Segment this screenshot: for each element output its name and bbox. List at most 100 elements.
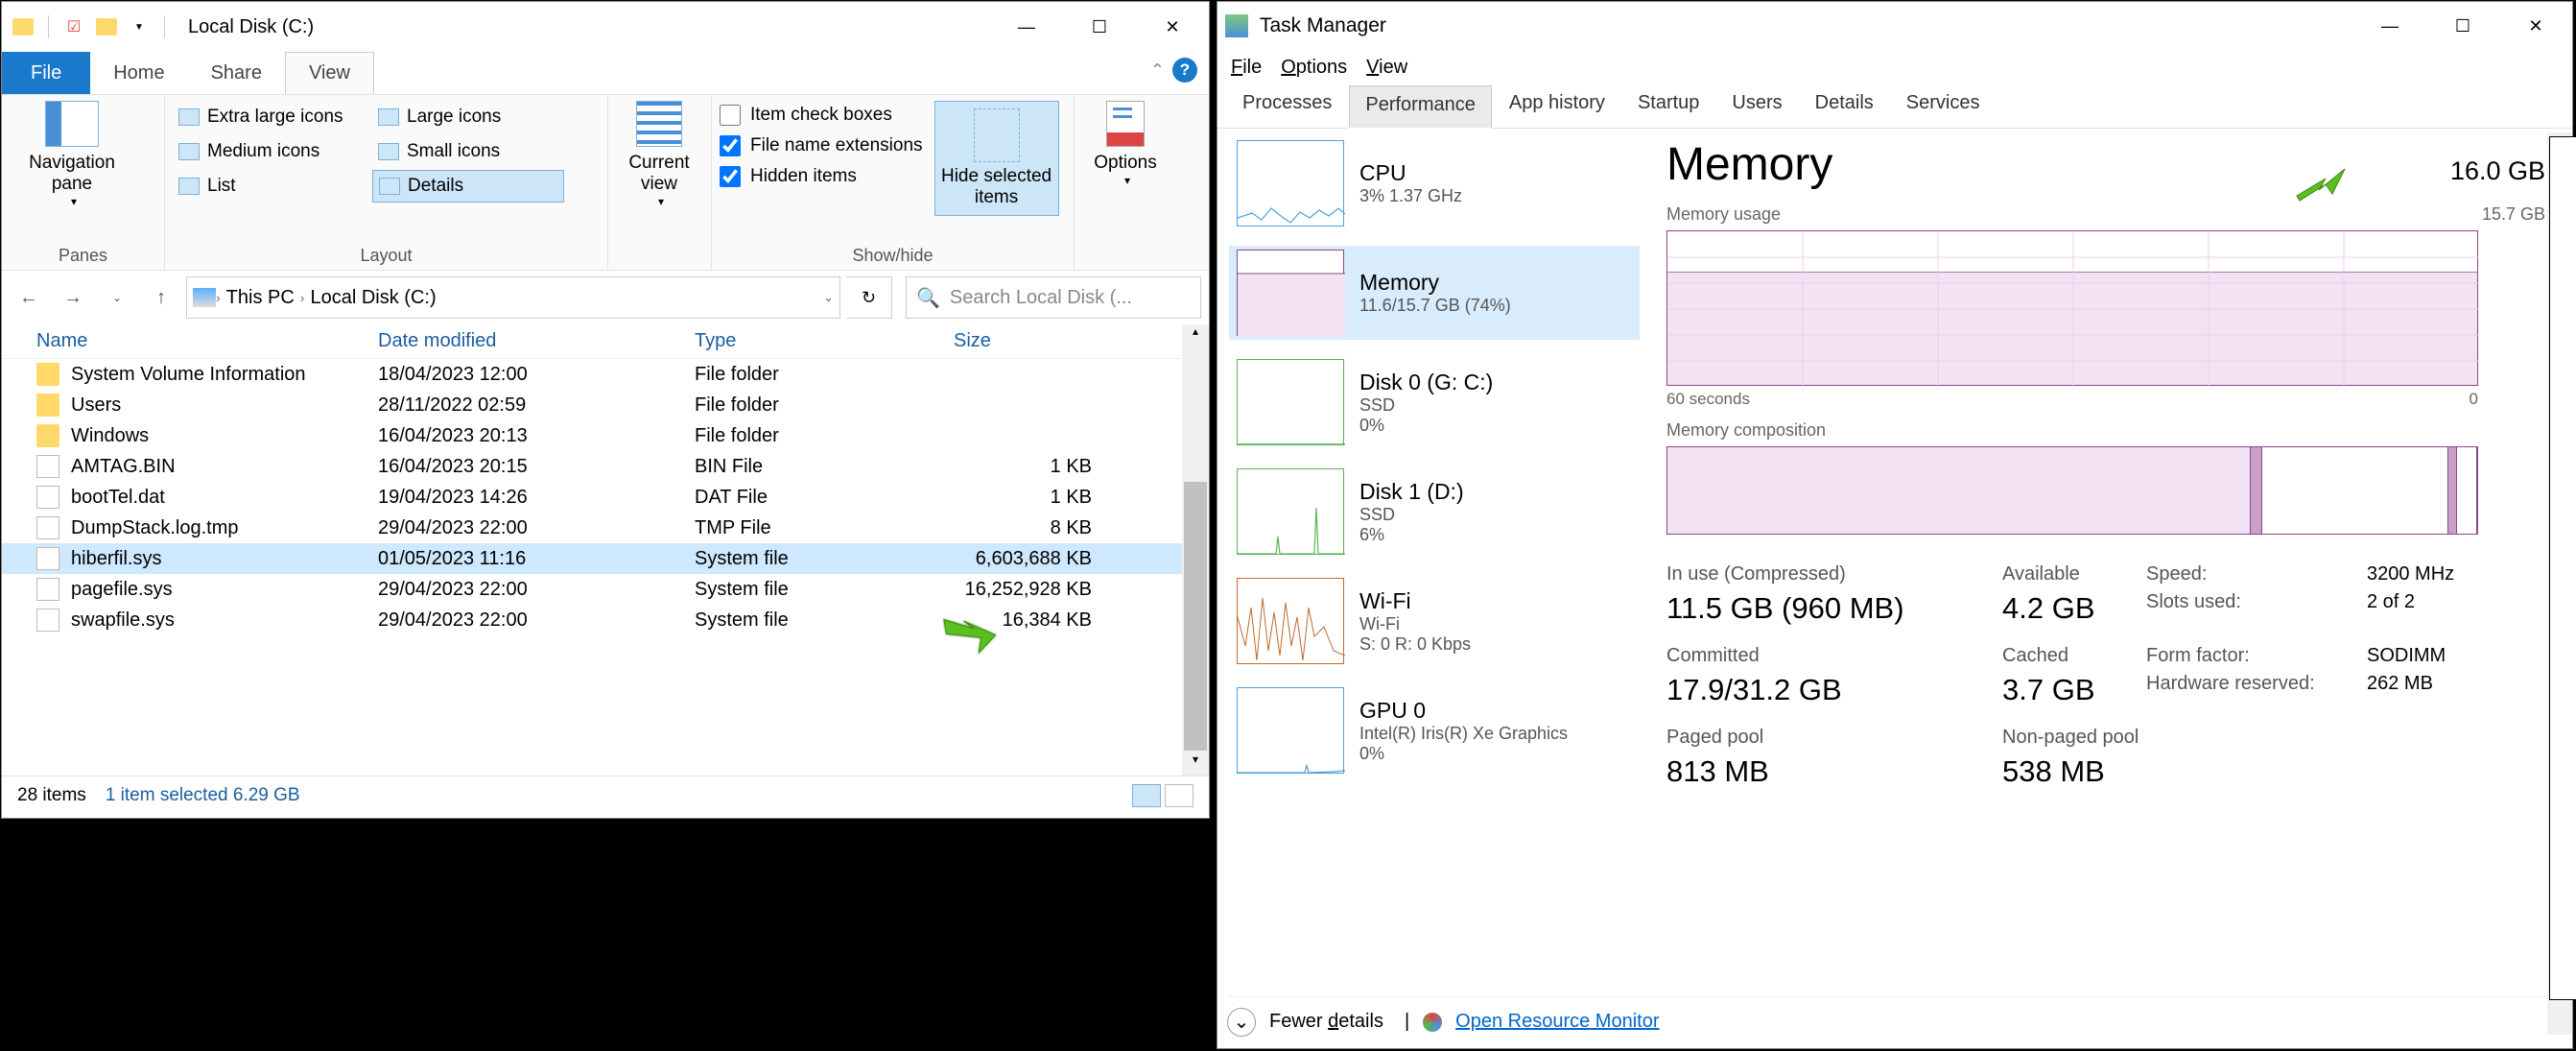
folder-icon [36, 363, 59, 386]
sidebar-card-wifi[interactable]: Wi-FiWi-FiS: 0 R: 0 Kbps [1229, 574, 1640, 668]
separator [164, 15, 165, 38]
search-input[interactable]: 🔍 Search Local Disk (... [906, 276, 1201, 319]
col-date[interactable]: Date modified [378, 330, 695, 352]
file-row[interactable]: DumpStack.log.tmp29/04/2023 22:00TMP Fil… [2, 513, 1209, 543]
tab-home[interactable]: Home [90, 52, 187, 94]
options-icon [1106, 101, 1145, 147]
file-row[interactable]: pagefile.sys29/04/2023 22:00System file1… [2, 574, 1209, 605]
tab-users[interactable]: Users [1716, 84, 1797, 128]
file-name: AMTAG.BIN [71, 456, 378, 478]
check-item-boxes[interactable]: Item check boxes [720, 105, 923, 126]
scroll-thumb[interactable] [1184, 482, 1207, 751]
layout-label: Medium icons [207, 141, 319, 162]
file-date: 29/04/2023 22:00 [378, 517, 695, 539]
breadcrumb[interactable]: Local Disk (C:) [304, 287, 441, 309]
fewer-details-button[interactable]: Fewer details [1269, 1011, 1383, 1033]
menu-view[interactable]: View [1366, 57, 1407, 79]
details-view-icon[interactable] [1132, 784, 1161, 807]
sidebar-card-disk0[interactable]: Disk 0 (G: C:)SSD0% [1229, 355, 1640, 449]
help-icon[interactable]: ? [1172, 58, 1197, 83]
forward-button[interactable]: → [54, 278, 92, 317]
maximize-button[interactable]: ☐ [1063, 3, 1136, 51]
layout-label: Small icons [407, 141, 500, 162]
scroll-thumb[interactable] [2549, 136, 2576, 1000]
current-view-button[interactable]: Current view ▾ [610, 101, 708, 208]
card-thumbnail [1237, 250, 1344, 336]
tm-titlebar[interactable]: Task Manager — ☐ ✕ [1217, 2, 2572, 50]
checkmark-icon[interactable]: ☑ [60, 13, 87, 40]
up-button[interactable]: ↑ [142, 278, 180, 317]
layout-item[interactable]: Medium icons [173, 135, 365, 168]
sidebar-card-disk1[interactable]: Disk 1 (D:)SSD6% [1229, 465, 1640, 559]
scroll-up-icon[interactable]: ▴ [1182, 324, 1209, 347]
options-button[interactable]: Options ▾ [1082, 101, 1169, 187]
history-dropdown[interactable]: ⌄ [98, 278, 136, 317]
hide-items-button[interactable]: Hide selected items [934, 101, 1059, 216]
file-header: Name Date modified Type Size [2, 324, 1209, 359]
navpane-label: Navigation pane [29, 153, 115, 195]
layout-item[interactable]: Small icons [372, 135, 564, 168]
back-button[interactable]: ← [10, 278, 48, 317]
layout-item[interactable]: Extra large icons [173, 101, 365, 133]
file-type: File folder [695, 394, 954, 417]
sidebar-card-gpu[interactable]: GPU 0Intel(R) Iris(R) Xe Graphics0% [1229, 683, 1640, 777]
addr-dropdown-icon[interactable]: ⌄ [823, 290, 834, 305]
col-type[interactable]: Type [695, 330, 954, 352]
file-size: 16,252,928 KB [954, 579, 1107, 601]
breadcrumb[interactable]: This PC [221, 287, 300, 309]
file-row[interactable]: Users28/11/2022 02:59File folder [2, 390, 1209, 420]
statusbar: 28 items 1 item selected 6.29 GB [2, 776, 1209, 814]
tab-services[interactable]: Services [1891, 84, 1996, 128]
stat-value: 4.2 GB [2002, 591, 2146, 626]
open-resource-monitor-link[interactable]: Open Resource Monitor [1455, 1011, 1659, 1033]
check-file-ext[interactable]: File name extensions [720, 135, 923, 156]
tab-processes[interactable]: Processes [1227, 84, 1347, 128]
col-size[interactable]: Size [954, 330, 1107, 352]
menu-file[interactable]: File [1231, 57, 1262, 79]
maximize-button[interactable]: ☐ [2426, 2, 2499, 50]
explorer-titlebar[interactable]: ☑ ▼ Local Disk (C:) — ☐ ✕ [2, 2, 1209, 52]
refresh-button[interactable]: ↻ [846, 276, 892, 319]
file-row[interactable]: bootTel.dat19/04/2023 14:26DAT File1 KB [2, 482, 1209, 513]
thumbnails-view-icon[interactable] [1165, 784, 1193, 807]
checkbox[interactable] [720, 135, 741, 156]
close-button[interactable]: ✕ [1136, 3, 1209, 51]
sidebar-card-memory[interactable]: Memory11.6/15.7 GB (74%) [1229, 246, 1640, 340]
qat-dropdown-icon[interactable]: ▼ [126, 13, 153, 40]
file-date: 16/04/2023 20:13 [378, 425, 695, 447]
address-bar[interactable]: › This PC › Local Disk (C:) ⌄ [186, 276, 840, 319]
tab-app-history[interactable]: App history [1494, 84, 1620, 128]
tab-details[interactable]: Details [1800, 84, 1889, 128]
checkbox[interactable] [720, 166, 741, 187]
navigation-pane-button[interactable]: Navigation pane ▾ [10, 101, 134, 208]
scrollbar[interactable]: ▴ ▾ [1182, 324, 1209, 776]
file-row[interactable]: swapfile.sys29/04/2023 22:00System file1… [2, 605, 1209, 635]
tab-file[interactable]: File [2, 52, 90, 94]
ribbon-group-curview: Current view ▾ [608, 95, 712, 270]
col-name[interactable]: Name [36, 330, 378, 352]
tab-view[interactable]: View [285, 52, 374, 94]
tab-share[interactable]: Share [188, 52, 285, 94]
minimize-button[interactable]: — [2353, 2, 2426, 50]
layout-item[interactable]: Details [372, 170, 564, 203]
file-row[interactable]: Windows16/04/2023 20:13File folder [2, 420, 1209, 451]
check-hidden[interactable]: Hidden items [720, 166, 923, 187]
scrollbar[interactable] [2547, 132, 2572, 1035]
file-row[interactable]: AMTAG.BIN16/04/2023 20:15BIN File1 KB [2, 451, 1209, 482]
layout-item[interactable]: List [173, 170, 365, 203]
layout-item[interactable]: Large icons [372, 101, 564, 133]
file-row[interactable]: hiberfil.sys01/05/2023 11:16System file6… [2, 543, 1209, 574]
close-button[interactable]: ✕ [2499, 2, 2572, 50]
ribbon-help: ⌃ ? [1150, 58, 1197, 83]
fewer-details-icon[interactable]: ⌄ [1227, 1008, 1256, 1037]
tab-performance[interactable]: Performance [1349, 85, 1492, 129]
checkbox[interactable] [720, 105, 741, 126]
minimize-button[interactable]: — [990, 3, 1063, 51]
file-row[interactable]: System Volume Information18/04/2023 12:0… [2, 359, 1209, 390]
scroll-down-icon[interactable]: ▾ [1182, 752, 1209, 776]
collapse-ribbon-icon[interactable]: ⌃ [1150, 60, 1165, 81]
comp-label: Memory composition [1666, 420, 1826, 441]
sidebar-card-cpu[interactable]: CPU3% 1.37 GHz [1229, 136, 1640, 230]
menu-options[interactable]: Options [1281, 57, 1347, 79]
tab-startup[interactable]: Startup [1622, 84, 1714, 128]
